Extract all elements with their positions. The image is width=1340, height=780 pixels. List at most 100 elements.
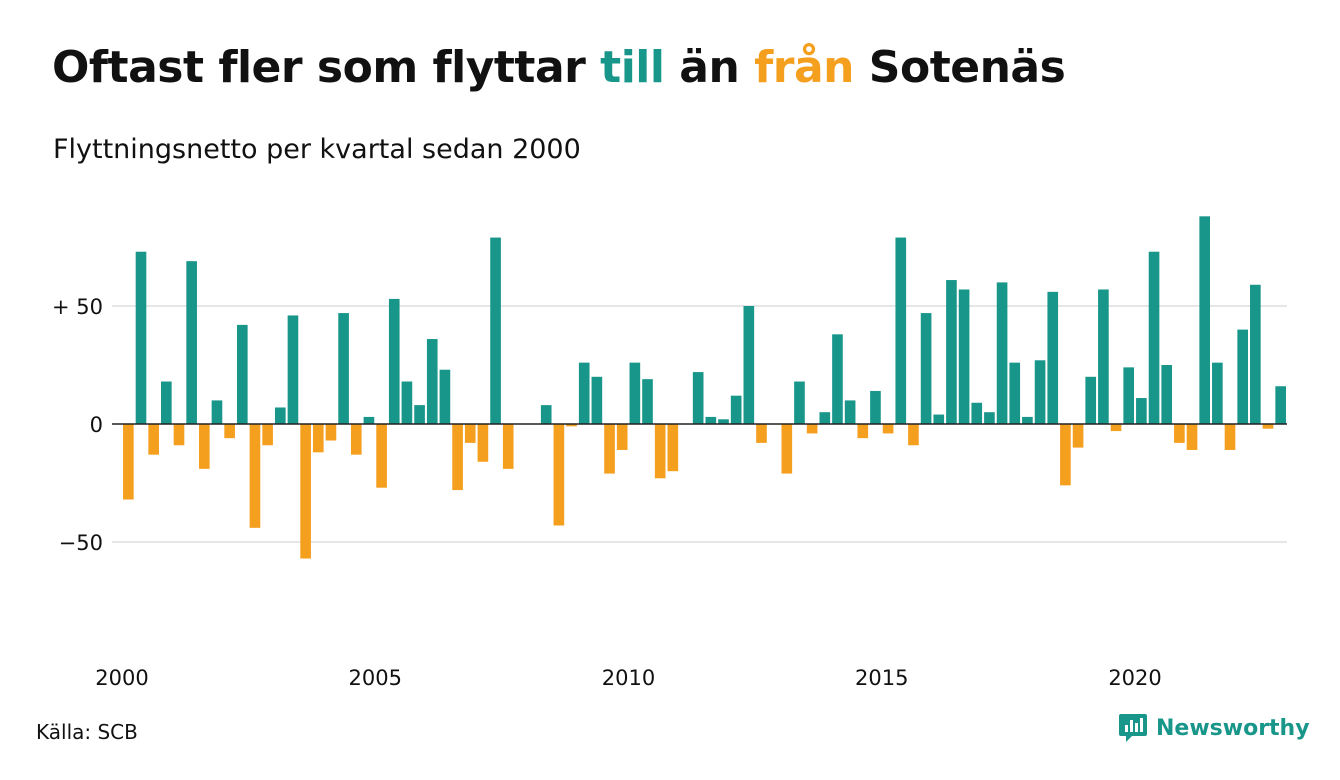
bar xyxy=(718,419,729,424)
bar xyxy=(350,424,362,455)
bar xyxy=(591,376,603,424)
bar xyxy=(844,400,856,424)
bar xyxy=(819,412,831,424)
bar xyxy=(1250,284,1261,424)
bar xyxy=(920,313,932,424)
bar xyxy=(1009,362,1021,424)
bar xyxy=(1224,424,1236,450)
bar xyxy=(262,424,273,446)
bar xyxy=(224,424,235,439)
bar xyxy=(312,424,324,453)
bar xyxy=(882,424,894,434)
bar xyxy=(198,424,210,469)
bar xyxy=(186,261,197,424)
bar xyxy=(363,416,375,424)
bar xyxy=(958,289,970,424)
bar xyxy=(123,424,134,500)
bar xyxy=(1123,367,1135,424)
bar xyxy=(135,251,147,424)
y-tick-label: + 50 xyxy=(52,295,103,319)
bar xyxy=(616,424,628,450)
bar xyxy=(211,400,223,424)
bar xyxy=(148,424,159,455)
bar xyxy=(439,369,451,424)
bar xyxy=(161,381,172,424)
bar xyxy=(629,362,641,424)
bar xyxy=(540,405,552,424)
bar xyxy=(781,424,793,474)
bar xyxy=(756,424,767,443)
bar xyxy=(566,424,577,427)
bar xyxy=(933,414,945,424)
title-highlight-till: till xyxy=(600,42,665,93)
bar xyxy=(1174,424,1185,443)
bar xyxy=(236,324,248,424)
bar xyxy=(1047,291,1059,424)
bar xyxy=(553,424,565,526)
source-credit: Källa: SCB xyxy=(36,720,138,744)
bar xyxy=(452,424,463,491)
bar xyxy=(325,424,337,441)
bar xyxy=(1199,216,1211,424)
bar xyxy=(1161,365,1173,424)
bar xyxy=(1148,251,1160,424)
bar xyxy=(1072,424,1084,448)
x-tick-labels: 2000 2005 2010 2015 2020 xyxy=(95,666,1161,690)
bar xyxy=(1237,329,1248,424)
brand-name: Newsworthy xyxy=(1156,715,1310,741)
chart-subtitle: Flyttningsnetto per kvartal sedan 2000 xyxy=(53,134,581,165)
bar xyxy=(1022,416,1033,424)
bar xyxy=(908,424,919,446)
bar xyxy=(870,390,881,424)
chart-title: Oftast fler som flyttar till än från Sot… xyxy=(52,42,1066,93)
x-tick-label: 2015 xyxy=(855,666,908,690)
bar xyxy=(794,381,805,424)
bar-chart: + 50 0 −50 2000 2005 2010 2015 2020 xyxy=(52,216,1287,690)
bar xyxy=(1060,424,1071,486)
bar xyxy=(984,412,995,424)
x-tick-label: 2000 xyxy=(95,666,148,690)
bar xyxy=(578,362,590,424)
y-tick-labels: + 50 0 −50 xyxy=(52,295,103,555)
bar xyxy=(667,424,679,472)
y-tick-label: 0 xyxy=(90,413,103,437)
bar xyxy=(895,237,907,424)
bar xyxy=(249,424,261,528)
bar-chart-speech-icon xyxy=(1119,714,1147,742)
bar xyxy=(1262,424,1274,429)
bar xyxy=(173,424,185,446)
bar xyxy=(338,313,349,424)
bar xyxy=(1034,360,1046,424)
bar xyxy=(705,416,717,424)
bar xyxy=(1275,386,1286,424)
bar xyxy=(654,424,666,479)
bar xyxy=(996,282,1008,424)
bar xyxy=(490,237,501,424)
bar xyxy=(376,424,387,488)
bar xyxy=(692,372,704,424)
bar xyxy=(1212,362,1223,424)
bar xyxy=(604,424,615,474)
bar xyxy=(1098,289,1109,424)
y-tick-label: −50 xyxy=(59,531,103,555)
bar xyxy=(502,424,514,469)
bar xyxy=(832,334,843,424)
bars xyxy=(123,216,1286,559)
bar xyxy=(730,395,742,424)
bar xyxy=(426,339,438,424)
title-part-3: Sotenäs xyxy=(853,42,1066,93)
title-part-1: Oftast fler som flyttar xyxy=(52,42,601,93)
bar xyxy=(1186,424,1198,450)
bar xyxy=(287,315,299,424)
brand-logo: Newsworthy xyxy=(1118,712,1310,744)
x-tick-label: 2005 xyxy=(349,666,402,690)
bar xyxy=(946,280,957,424)
bar xyxy=(642,379,653,424)
bar xyxy=(401,381,413,424)
bar xyxy=(971,402,983,424)
bar xyxy=(1136,398,1147,424)
x-tick-label: 2010 xyxy=(602,666,655,690)
bar xyxy=(274,407,286,424)
bar xyxy=(1085,376,1097,424)
bar xyxy=(414,405,425,424)
